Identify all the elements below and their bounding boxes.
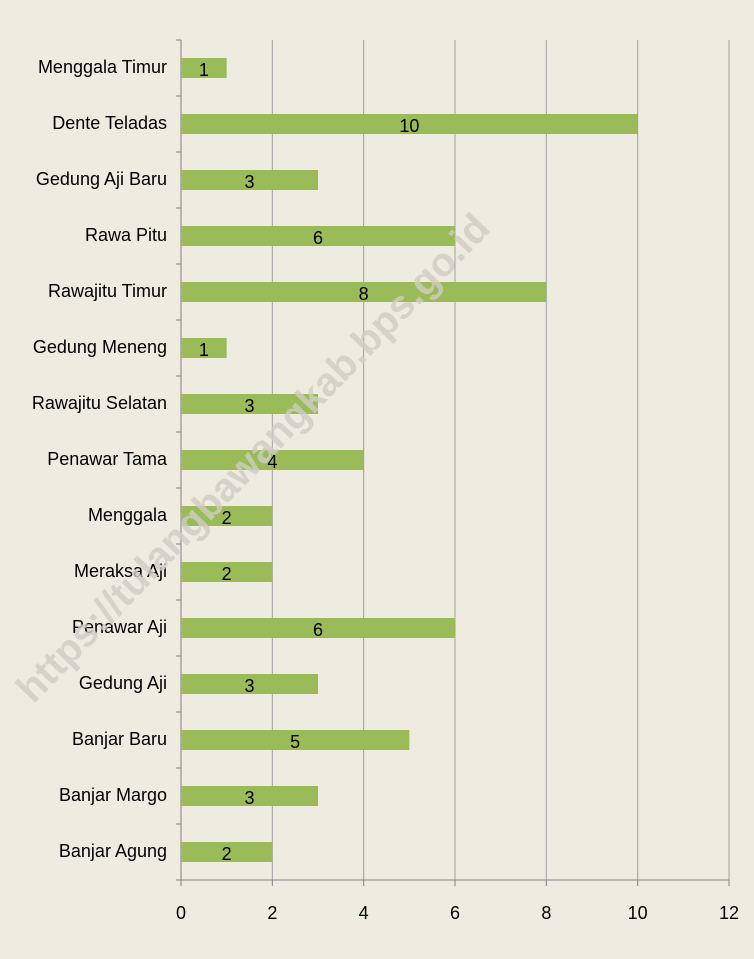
y-tick-label: Rawajitu Timur <box>48 281 167 301</box>
y-tick-label: Gedung Aji <box>79 673 167 693</box>
value-label: 3 <box>244 172 254 192</box>
y-tick-label: Gedung Aji Baru <box>36 169 167 189</box>
bar <box>181 842 273 862</box>
bar <box>181 618 455 638</box>
x-tick-label: 2 <box>267 903 277 923</box>
value-label: 6 <box>313 620 323 640</box>
value-label: 3 <box>244 396 254 416</box>
y-tick-label: Banjar Margo <box>59 785 167 805</box>
bar <box>181 450 364 470</box>
bar <box>181 58 227 78</box>
bar <box>181 226 455 246</box>
y-tick-label: Menggala Timur <box>38 57 167 77</box>
bar <box>181 170 318 190</box>
bar <box>181 562 273 582</box>
x-tick-label: 8 <box>541 903 551 923</box>
y-tick-label: Rawa Pitu <box>85 225 167 245</box>
bar <box>181 394 318 414</box>
value-label: 2 <box>222 844 232 864</box>
y-tick-label: Banjar Agung <box>59 841 167 861</box>
value-label: 1 <box>199 60 209 80</box>
y-tick-label: Dente Teladas <box>52 113 167 133</box>
value-label: 2 <box>222 564 232 584</box>
bar <box>181 338 227 358</box>
value-label: 3 <box>244 676 254 696</box>
bar <box>181 786 318 806</box>
bar <box>181 114 638 134</box>
y-tick-label: Menggala <box>88 505 168 525</box>
y-tick-label: Rawajitu Selatan <box>32 393 167 413</box>
y-tick-label: Penawar Aji <box>72 617 167 637</box>
bar <box>181 730 410 750</box>
value-label: 8 <box>359 284 369 304</box>
value-label: 4 <box>267 452 277 472</box>
x-tick-label: 0 <box>176 903 186 923</box>
y-tick-label: Penawar Tama <box>47 449 168 469</box>
value-label: 2 <box>222 508 232 528</box>
value-label: 5 <box>290 732 300 752</box>
x-tick-label: 6 <box>450 903 460 923</box>
value-label: 10 <box>399 116 419 136</box>
bar <box>181 282 547 302</box>
value-label: 3 <box>244 788 254 808</box>
y-tick-label: Meraksa Aji <box>74 561 167 581</box>
value-label: 1 <box>199 340 209 360</box>
x-tick-label: 12 <box>719 903 739 923</box>
x-tick-label: 10 <box>628 903 648 923</box>
y-tick-label: Banjar Baru <box>72 729 167 749</box>
bar <box>181 674 318 694</box>
y-tick-label: Gedung Meneng <box>33 337 167 357</box>
x-tick-label: 4 <box>359 903 369 923</box>
value-label: 6 <box>313 228 323 248</box>
bar <box>181 506 273 526</box>
